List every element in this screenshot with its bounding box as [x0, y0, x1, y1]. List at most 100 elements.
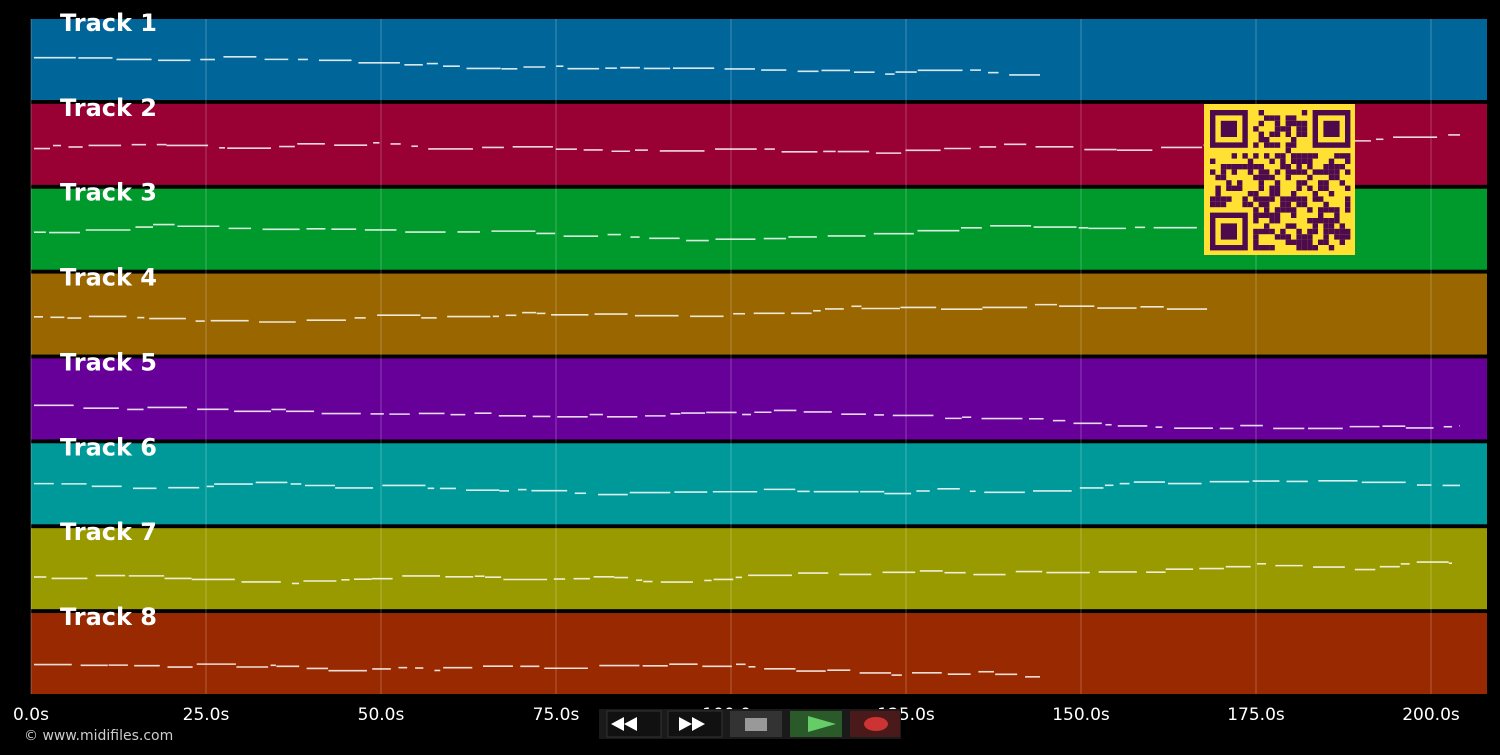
qr-module	[1220, 196, 1227, 202]
qr-module	[1220, 169, 1227, 175]
track-label: Track 4	[60, 264, 157, 292]
qr-module	[1334, 228, 1340, 235]
qr-code	[1204, 104, 1355, 255]
qr-module	[1226, 196, 1232, 202]
qr-module	[1339, 153, 1345, 159]
qr-module	[1318, 169, 1324, 175]
qr-module	[1264, 212, 1270, 218]
qr-module	[1264, 142, 1270, 148]
x-tick-label: 50.0s	[358, 705, 405, 725]
qr-module	[1274, 218, 1281, 224]
qr-module	[1258, 245, 1264, 251]
qr-module	[1291, 142, 1297, 148]
qr-module	[1274, 207, 1281, 213]
qr-module	[1307, 239, 1313, 245]
qr-module	[1312, 228, 1318, 235]
qr-module	[1328, 218, 1335, 224]
qr-module	[1231, 164, 1237, 170]
qr-module	[1307, 234, 1313, 240]
x-tick-label: 25.0s	[183, 705, 230, 725]
play-icon	[808, 716, 836, 732]
qr-module	[1269, 131, 1275, 137]
track-band	[31, 528, 1487, 610]
rewind-icon	[611, 717, 637, 731]
qr-finder	[1323, 120, 1340, 137]
qr-module	[1269, 196, 1275, 202]
qr-module	[1269, 218, 1275, 224]
qr-module	[1231, 185, 1237, 191]
qr-module	[1296, 126, 1302, 132]
qr-module	[1231, 153, 1237, 159]
qr-module	[1323, 218, 1329, 224]
qr-module	[1291, 137, 1297, 143]
qr-module	[1345, 158, 1351, 164]
record-button[interactable]	[850, 711, 900, 737]
qr-module	[1269, 174, 1275, 181]
qr-module	[1264, 201, 1270, 208]
qr-module	[1274, 212, 1281, 218]
qr-module	[1220, 201, 1227, 208]
qr-module	[1291, 212, 1297, 218]
qr-module	[1285, 223, 1291, 229]
qr-module	[1301, 180, 1308, 186]
qr-module	[1301, 120, 1308, 127]
qr-module	[1334, 164, 1340, 170]
qr-module	[1258, 212, 1264, 218]
track-label: Track 1	[60, 9, 157, 37]
qr-module	[1242, 153, 1248, 159]
qr-module	[1301, 196, 1308, 202]
qr-module	[1345, 201, 1351, 208]
qr-module	[1318, 212, 1324, 218]
qr-module	[1334, 169, 1340, 175]
qr-module	[1258, 110, 1264, 116]
track-band	[31, 358, 1487, 440]
qr-module	[1328, 207, 1335, 213]
qr-module	[1296, 201, 1302, 208]
qr-module	[1253, 164, 1259, 170]
qr-module	[1210, 196, 1216, 202]
qr-module	[1345, 153, 1351, 159]
qr-module	[1312, 223, 1318, 229]
qr-module	[1264, 207, 1270, 213]
qr-module	[1258, 137, 1264, 143]
qr-module	[1301, 201, 1308, 208]
qr-module	[1258, 174, 1264, 181]
qr-module	[1291, 239, 1297, 245]
qr-module	[1318, 239, 1324, 245]
qr-module	[1274, 185, 1281, 191]
qr-module	[1334, 207, 1340, 213]
qr-module	[1269, 185, 1275, 191]
forward-button[interactable]	[667, 710, 723, 738]
qr-module	[1296, 245, 1302, 251]
track-label: Track 8	[60, 603, 157, 631]
qr-module	[1339, 239, 1345, 245]
qr-module	[1323, 228, 1329, 235]
track-label: Track 7	[60, 518, 157, 546]
qr-module	[1269, 191, 1275, 197]
rewind-button[interactable]	[606, 710, 662, 738]
qr-module	[1258, 196, 1264, 202]
qr-module	[1264, 196, 1270, 202]
qr-module	[1291, 115, 1297, 121]
qr-module	[1328, 191, 1335, 197]
qr-module	[1285, 201, 1291, 208]
play-button[interactable]	[790, 711, 842, 737]
qr-module	[1220, 174, 1227, 181]
qr-module	[1339, 223, 1345, 229]
track-label: Track 6	[60, 433, 157, 461]
qr-module	[1312, 169, 1318, 175]
qr-module	[1247, 191, 1254, 197]
qr-module	[1307, 153, 1313, 159]
stop-button[interactable]	[730, 711, 782, 737]
qr-module	[1345, 169, 1351, 175]
qr-module	[1345, 234, 1351, 240]
qr-module	[1258, 131, 1264, 137]
qr-module	[1285, 164, 1291, 170]
qr-module	[1296, 120, 1302, 127]
track-label: Track 2	[60, 94, 157, 122]
qr-module	[1328, 164, 1335, 170]
qr-module	[1242, 164, 1248, 170]
qr-module	[1307, 245, 1313, 251]
qr-module	[1264, 137, 1270, 143]
